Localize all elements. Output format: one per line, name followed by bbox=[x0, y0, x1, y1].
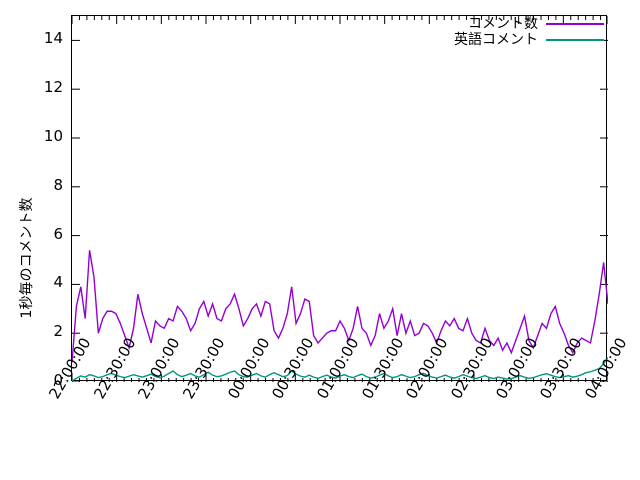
y-axis-tick-label: 8 bbox=[53, 175, 63, 194]
y-axis-title-container: 1秒毎のコメント数 bbox=[10, 98, 35, 319]
legend: コメント数 英語コメント bbox=[394, 16, 604, 50]
legend-entry-english-comment: 英語コメント bbox=[394, 32, 604, 48]
plot-lines bbox=[72, 16, 608, 382]
y-axis-tick-label: 2 bbox=[53, 322, 63, 341]
legend-line-swatch bbox=[546, 23, 604, 25]
y-axis-tick-label: 14 bbox=[43, 29, 63, 48]
y-axis-tick-label: 0 bbox=[53, 371, 63, 389]
y-axis-tick-label: 4 bbox=[53, 273, 63, 292]
x-axis-tick-labels: 22:00:00 22:30:00 23:00:00 23:30:00 00:00:00… bbox=[0, 335, 640, 480]
line-series-comment-count bbox=[72, 250, 608, 363]
y-axis-tick-label: 6 bbox=[53, 224, 63, 243]
legend-label: コメント数 bbox=[468, 16, 538, 32]
legend-entry-comment-count: コメント数 bbox=[394, 16, 604, 32]
y-axis-tick-label: 12 bbox=[43, 78, 63, 97]
axis-tick-marks bbox=[72, 16, 608, 382]
line-series-english-comment bbox=[72, 357, 608, 382]
plot-area bbox=[71, 15, 608, 382]
legend-line-swatch bbox=[546, 39, 604, 41]
legend-label: 英語コメント bbox=[454, 32, 538, 48]
y-axis-tick-label: 10 bbox=[43, 127, 63, 145]
